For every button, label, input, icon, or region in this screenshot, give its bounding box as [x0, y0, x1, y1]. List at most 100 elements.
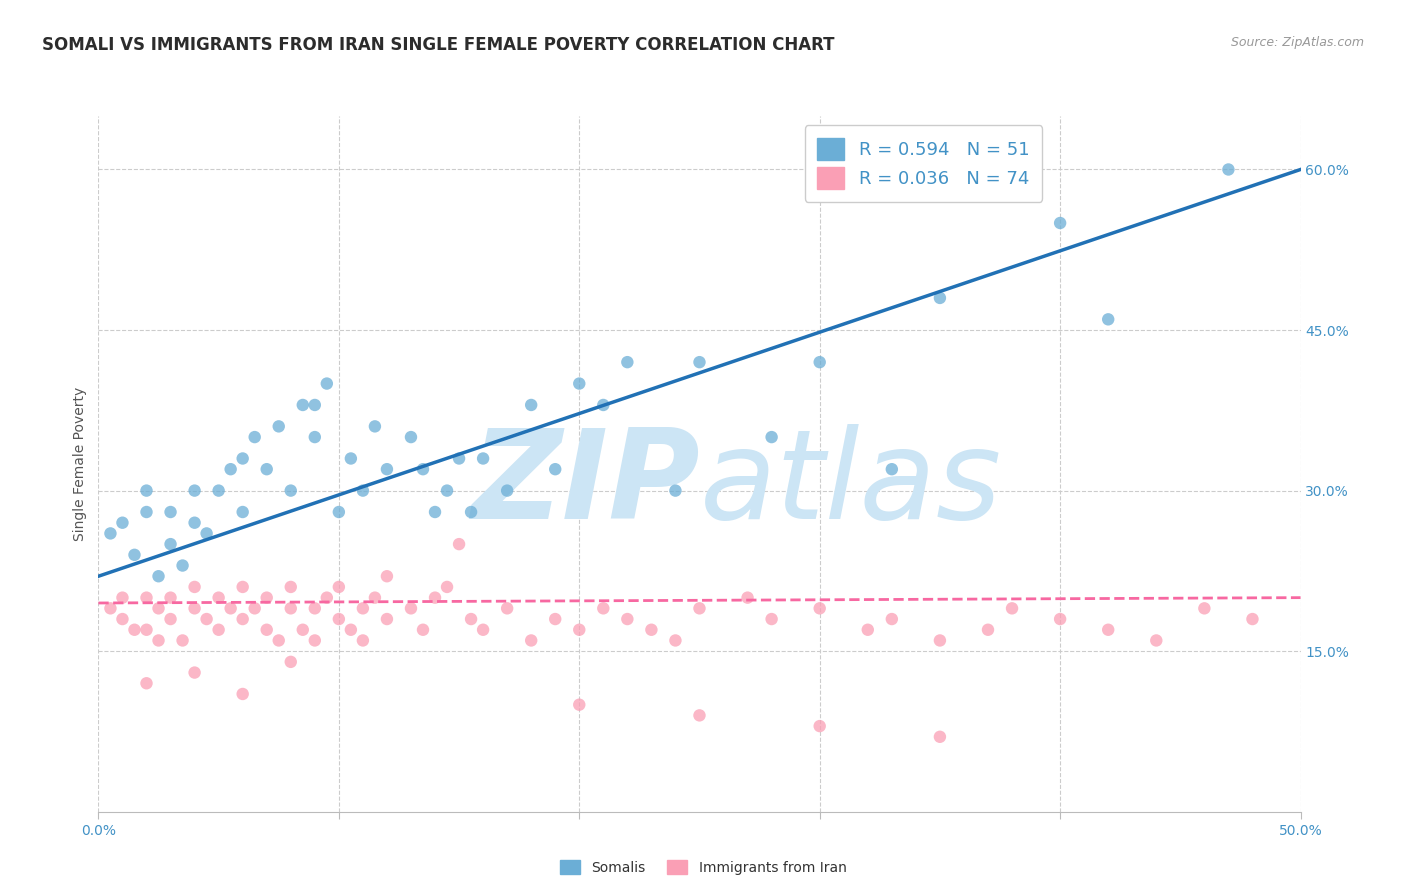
- Point: [243, 601, 266, 615]
- Point: [375, 462, 398, 476]
- Text: ZIP: ZIP: [471, 425, 700, 545]
- Point: [232, 687, 254, 701]
- Point: [208, 591, 231, 605]
- Point: [928, 633, 950, 648]
- Point: [172, 633, 194, 648]
- Point: [977, 623, 1000, 637]
- Point: [328, 612, 350, 626]
- Point: [375, 569, 398, 583]
- Point: [928, 730, 950, 744]
- Point: [568, 698, 591, 712]
- Point: [232, 612, 254, 626]
- Point: [436, 483, 458, 498]
- Point: [135, 623, 157, 637]
- Point: [291, 623, 314, 637]
- Point: [399, 601, 422, 615]
- Point: [111, 612, 134, 626]
- Point: [315, 591, 337, 605]
- Point: [1001, 601, 1024, 615]
- Point: [399, 430, 422, 444]
- Point: [256, 623, 278, 637]
- Point: [689, 355, 711, 369]
- Point: [592, 398, 614, 412]
- Point: [1218, 162, 1240, 177]
- Point: [412, 462, 434, 476]
- Point: [340, 451, 363, 466]
- Point: [375, 612, 398, 626]
- Point: [1097, 623, 1119, 637]
- Point: [1144, 633, 1167, 648]
- Point: [1241, 612, 1264, 626]
- Point: [159, 505, 181, 519]
- Point: [808, 601, 831, 615]
- Point: [880, 462, 903, 476]
- Point: [148, 601, 170, 615]
- Point: [1097, 312, 1119, 326]
- Point: [1049, 612, 1071, 626]
- Point: [568, 623, 591, 637]
- Point: [423, 591, 446, 605]
- Point: [520, 633, 543, 648]
- Point: [315, 376, 337, 391]
- Point: [172, 558, 194, 573]
- Point: [928, 291, 950, 305]
- Point: [544, 462, 567, 476]
- Point: [183, 665, 205, 680]
- Point: [304, 633, 326, 648]
- Point: [124, 623, 146, 637]
- Point: [111, 516, 134, 530]
- Point: [256, 591, 278, 605]
- Point: [364, 591, 387, 605]
- Point: [496, 483, 519, 498]
- Point: [328, 505, 350, 519]
- Point: [135, 505, 157, 519]
- Point: [472, 451, 495, 466]
- Point: [232, 580, 254, 594]
- Point: [880, 612, 903, 626]
- Point: [616, 355, 638, 369]
- Point: [664, 633, 686, 648]
- Point: [159, 591, 181, 605]
- Point: [364, 419, 387, 434]
- Legend: R = 0.594   N = 51, R = 0.036   N = 74: R = 0.594 N = 51, R = 0.036 N = 74: [804, 125, 1042, 202]
- Point: [352, 601, 374, 615]
- Point: [447, 537, 470, 551]
- Point: [568, 376, 591, 391]
- Point: [616, 612, 638, 626]
- Point: [135, 676, 157, 690]
- Point: [291, 398, 314, 412]
- Point: [737, 591, 759, 605]
- Text: Source: ZipAtlas.com: Source: ZipAtlas.com: [1230, 36, 1364, 49]
- Point: [436, 580, 458, 594]
- Point: [208, 623, 231, 637]
- Point: [340, 623, 363, 637]
- Point: [183, 580, 205, 594]
- Point: [808, 719, 831, 733]
- Point: [544, 612, 567, 626]
- Point: [304, 430, 326, 444]
- Point: [460, 612, 482, 626]
- Y-axis label: Single Female Poverty: Single Female Poverty: [73, 387, 87, 541]
- Point: [183, 516, 205, 530]
- Point: [280, 580, 302, 594]
- Point: [689, 601, 711, 615]
- Point: [219, 601, 242, 615]
- Point: [280, 655, 302, 669]
- Point: [148, 569, 170, 583]
- Point: [195, 612, 218, 626]
- Point: [423, 505, 446, 519]
- Point: [280, 483, 302, 498]
- Point: [100, 526, 122, 541]
- Legend: Somalis, Immigrants from Iran: Somalis, Immigrants from Iran: [554, 855, 852, 880]
- Point: [761, 430, 783, 444]
- Point: [640, 623, 662, 637]
- Point: [689, 708, 711, 723]
- Point: [100, 601, 122, 615]
- Point: [352, 483, 374, 498]
- Point: [267, 419, 290, 434]
- Point: [412, 623, 434, 637]
- Point: [1049, 216, 1071, 230]
- Point: [232, 451, 254, 466]
- Point: [761, 612, 783, 626]
- Point: [460, 505, 482, 519]
